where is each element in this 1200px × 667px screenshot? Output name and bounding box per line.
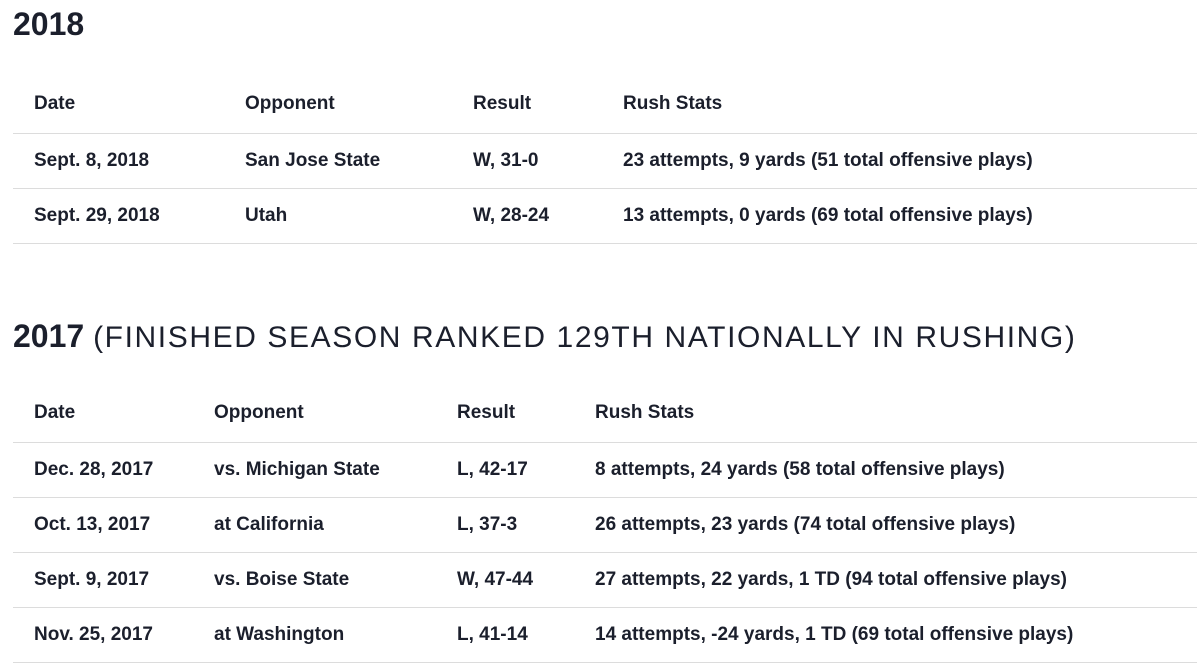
cell-opponent: Utah	[245, 188, 473, 244]
cell-opponent: vs. Michigan State	[214, 442, 457, 498]
col-rush-stats: Rush Stats	[623, 75, 1197, 134]
col-result: Result	[473, 75, 623, 134]
table-header-row: Date Opponent Result Rush Stats	[13, 384, 1197, 443]
table-row: Dec. 28, 2017 vs. Michigan State L, 42-1…	[13, 442, 1197, 498]
season-note: (FINISHED SEASON RANKED 129TH NATIONALLY…	[93, 321, 1077, 354]
cell-result: W, 31-0	[473, 133, 623, 189]
cell-opponent: San Jose State	[245, 133, 473, 189]
cell-result: L, 41-14	[457, 607, 595, 663]
cell-date: Nov. 25, 2017	[13, 607, 214, 663]
cell-date: Sept. 8, 2018	[13, 133, 245, 189]
cell-rush-stats: 26 attempts, 23 yards (74 total offensiv…	[595, 497, 1197, 553]
cell-date: Sept. 9, 2017	[13, 552, 214, 608]
col-result: Result	[457, 384, 595, 443]
section-heading-2018: 2018	[13, 8, 84, 40]
col-opponent: Opponent	[245, 75, 473, 134]
table-header-row: Date Opponent Result Rush Stats	[13, 75, 1197, 134]
cell-rush-stats: 27 attempts, 22 yards, 1 TD (94 total of…	[595, 552, 1197, 608]
cell-date: Dec. 28, 2017	[13, 442, 214, 498]
cell-result: W, 28-24	[473, 188, 623, 244]
rush-table-2018: Date Opponent Result Rush Stats Sept. 8,…	[13, 75, 1197, 244]
cell-result: W, 47-44	[457, 552, 595, 608]
col-opponent: Opponent	[214, 384, 457, 443]
section-heading-2017: 2017 (FINISHED SEASON RANKED 129TH NATIO…	[13, 320, 1076, 353]
rush-table-2017: Date Opponent Result Rush Stats Dec. 28,…	[13, 384, 1197, 663]
cell-opponent: vs. Boise State	[214, 552, 457, 608]
cell-rush-stats: 13 attempts, 0 yards (69 total offensive…	[623, 188, 1197, 244]
table-row: Oct. 13, 2017 at California L, 37-3 26 a…	[13, 497, 1197, 553]
cell-rush-stats: 23 attempts, 9 yards (51 total offensive…	[623, 133, 1197, 189]
year: 2018	[13, 6, 85, 42]
table-row: Nov. 25, 2017 at Washington L, 41-14 14 …	[13, 607, 1197, 663]
cell-rush-stats: 8 attempts, 24 yards (58 total offensive…	[595, 442, 1197, 498]
cell-rush-stats: 14 attempts, -24 yards, 1 TD (69 total o…	[595, 607, 1197, 663]
cell-result: L, 42-17	[457, 442, 595, 498]
col-rush-stats: Rush Stats	[595, 384, 1197, 443]
table-row: Sept. 9, 2017 vs. Boise State W, 47-44 2…	[13, 552, 1197, 608]
cell-opponent: at California	[214, 497, 457, 553]
cell-date: Oct. 13, 2017	[13, 497, 214, 553]
cell-result: L, 37-3	[457, 497, 595, 553]
table-row: Sept. 8, 2018 San Jose State W, 31-0 23 …	[13, 133, 1197, 189]
col-date: Date	[13, 75, 245, 134]
col-date: Date	[13, 384, 214, 443]
cell-opponent: at Washington	[214, 607, 457, 663]
cell-date: Sept. 29, 2018	[13, 188, 245, 244]
table-row: Sept. 29, 2018 Utah W, 28-24 13 attempts…	[13, 188, 1197, 244]
year: 2017	[13, 318, 85, 354]
